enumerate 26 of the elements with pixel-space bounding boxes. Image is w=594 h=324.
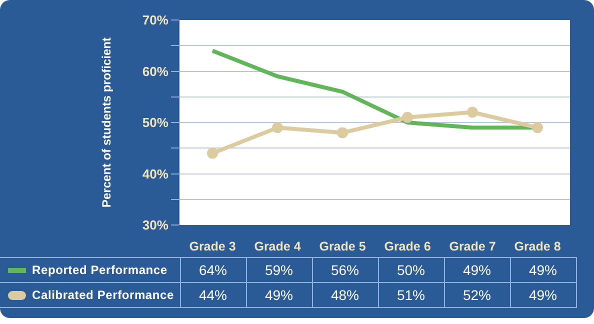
x-tick-label: Grade 4 [254,240,301,254]
data-label: 56% [312,258,378,282]
data-label: 52% [444,282,510,308]
x-tick-label: Grade 8 [514,240,561,254]
y-tick-label: 70% [142,12,169,28]
x-tick-label: Grade 7 [449,240,496,254]
data-label: 64% [180,258,246,282]
legend-label: Calibrated Performance [32,288,174,302]
x-tick-label: Grade 3 [189,240,236,254]
y-tick-label: 60% [142,64,169,79]
data-label: 44% [180,282,246,308]
y-tick-label: 30% [142,218,169,233]
legend-label: Reported Performance [32,263,168,277]
y-axis-title: Percent of students proficient [100,37,114,208]
data-label: 51% [378,282,444,308]
data-label: 49% [510,282,576,308]
data-label: 49% [444,258,510,282]
data-label: 59% [246,258,312,282]
y-tick-label: 50% [142,115,169,130]
data-label: 50% [378,258,444,282]
data-label: 49% [246,282,312,308]
x-tick-label: Grade 6 [384,240,431,254]
data-label: 49% [510,258,576,282]
y-tick-label: 40% [142,166,169,182]
data-label: 48% [312,282,378,308]
x-tick-label: Grade 5 [319,240,366,254]
